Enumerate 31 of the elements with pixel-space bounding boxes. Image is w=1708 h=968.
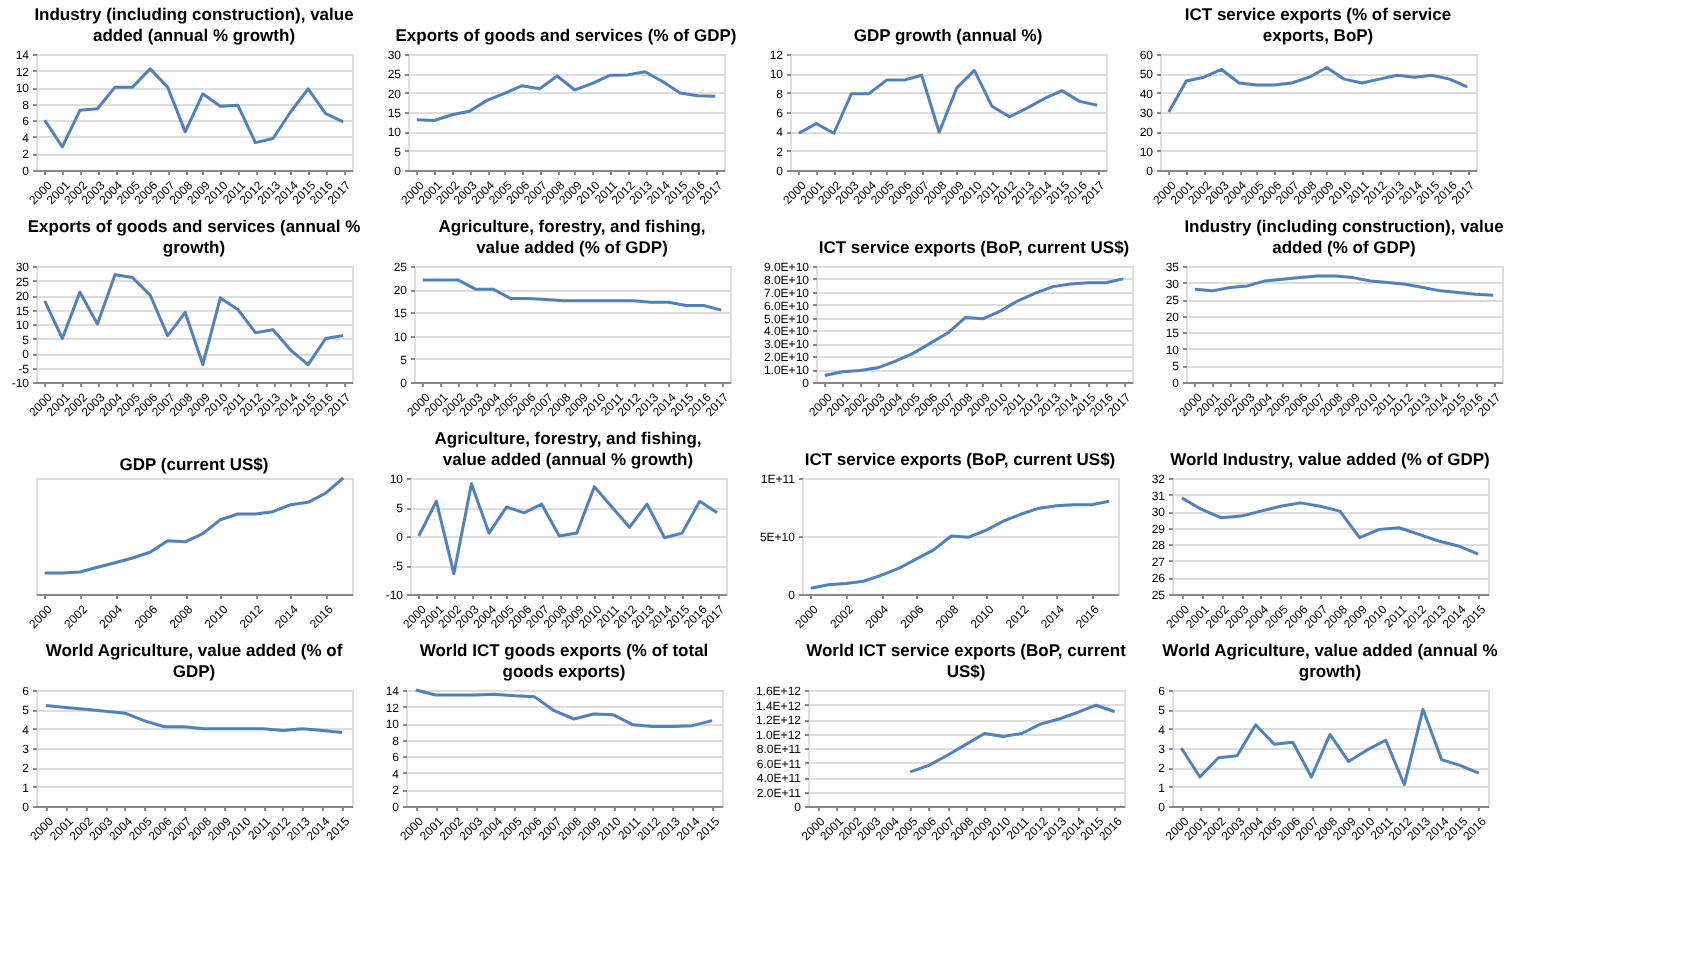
line-series [908,703,1117,774]
chart-title: World Agriculture, value added (annual % growth) [1162,640,1499,681]
line-series [415,70,717,123]
chart-title: World Industry, value added (% of GDP) [1170,449,1491,469]
line-series [809,499,1111,590]
line-series [44,703,344,735]
line-series [1180,496,1480,556]
line-series [43,273,345,367]
chart-title: ICT service exports (BoP, current US$) [818,237,1130,257]
line-series [823,277,1125,378]
chart-title: World Agriculture, value added (% of GDP) [45,640,343,681]
chart-title: World ICT service exports (BoP, current US$) [806,640,1127,681]
chart-title: Exports of goods and services (annual % growth) [27,216,362,257]
line-series [1193,274,1495,297]
line-series [43,67,345,149]
line-series [1167,66,1469,114]
line-series [421,278,723,312]
chart-title: Agriculture, forestry, and fishing, value added (% of GDP) [438,216,706,257]
chart-title: Agriculture, forestry, and fishing, value added (annual % growth) [434,428,702,469]
chart-title: Industry (including construction), value added (% of GDP) [1184,216,1505,257]
chart-title: ICT service exports (BoP, current US$) [804,449,1116,469]
line-series [1179,707,1481,787]
chart-title: Industry (including construction), value added (annual % growth) [34,4,355,45]
chart-title: ICT service exports (% of service exports, BoP) [1184,4,1452,45]
line-series [417,482,719,576]
chart-title: Exports of goods and services (% of GDP) [395,25,737,45]
line-series [414,688,714,728]
chart-title: World ICT goods exports (% of total goods exports) [419,640,709,681]
chart-title: GDP growth (annual %) [853,25,1043,45]
chart-title: GDP (current US$) [119,453,269,474]
line-series [797,68,1099,135]
